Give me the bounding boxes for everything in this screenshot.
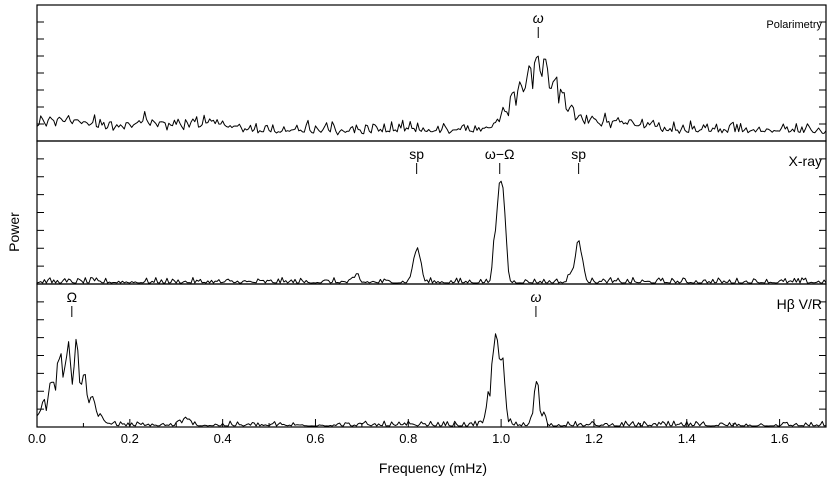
peak-annotation: ω−Ω — [485, 146, 515, 162]
panels-group: Polarimetry ω X-ray sp ω−Ω sp Hβ V/R Ω ω — [36, 4, 827, 428]
x-axis-label: Frequency (mHz) — [379, 460, 487, 476]
x-tick-label: 0.4 — [214, 431, 232, 446]
panel-label: Polarimetry — [766, 19, 822, 31]
peak-annotation: ω — [530, 289, 541, 305]
x-tick-label: 0.6 — [306, 431, 324, 446]
x-tick-label: 0.0 — [28, 431, 46, 446]
x-tick-label: 1.0 — [492, 431, 510, 446]
x-tick-label: 1.4 — [678, 431, 696, 446]
power-trace — [36, 55, 827, 136]
x-tick-label: 1.6 — [771, 431, 789, 446]
panel-frame — [36, 283, 827, 428]
peak-annotation: sp — [409, 146, 424, 162]
power-trace — [36, 180, 827, 284]
x-tick-label: 0.2 — [121, 431, 139, 446]
peak-annotation: ω — [533, 10, 544, 26]
panel-2: X-ray sp ω−Ω sp — [36, 140, 827, 285]
x-axis: 0.0 0.2 0.4 0.6 0.8 1.0 1.2 1.4 1.6 — [28, 419, 827, 446]
panel-frame — [36, 4, 827, 142]
y-axis-label: Power — [6, 212, 22, 252]
x-tick-label: 1.2 — [585, 431, 603, 446]
panel-label: X-ray — [789, 153, 822, 169]
peak-annotation: Ω — [67, 289, 77, 305]
panel-frame — [36, 140, 827, 285]
panel-3: Hβ V/R Ω ω — [36, 283, 827, 428]
power-trace — [36, 333, 827, 427]
peak-annotation: sp — [571, 146, 586, 162]
x-tick-label: 0.8 — [399, 431, 417, 446]
panel-1: Polarimetry ω — [36, 4, 827, 142]
panel-label: Hβ V/R — [777, 296, 822, 312]
